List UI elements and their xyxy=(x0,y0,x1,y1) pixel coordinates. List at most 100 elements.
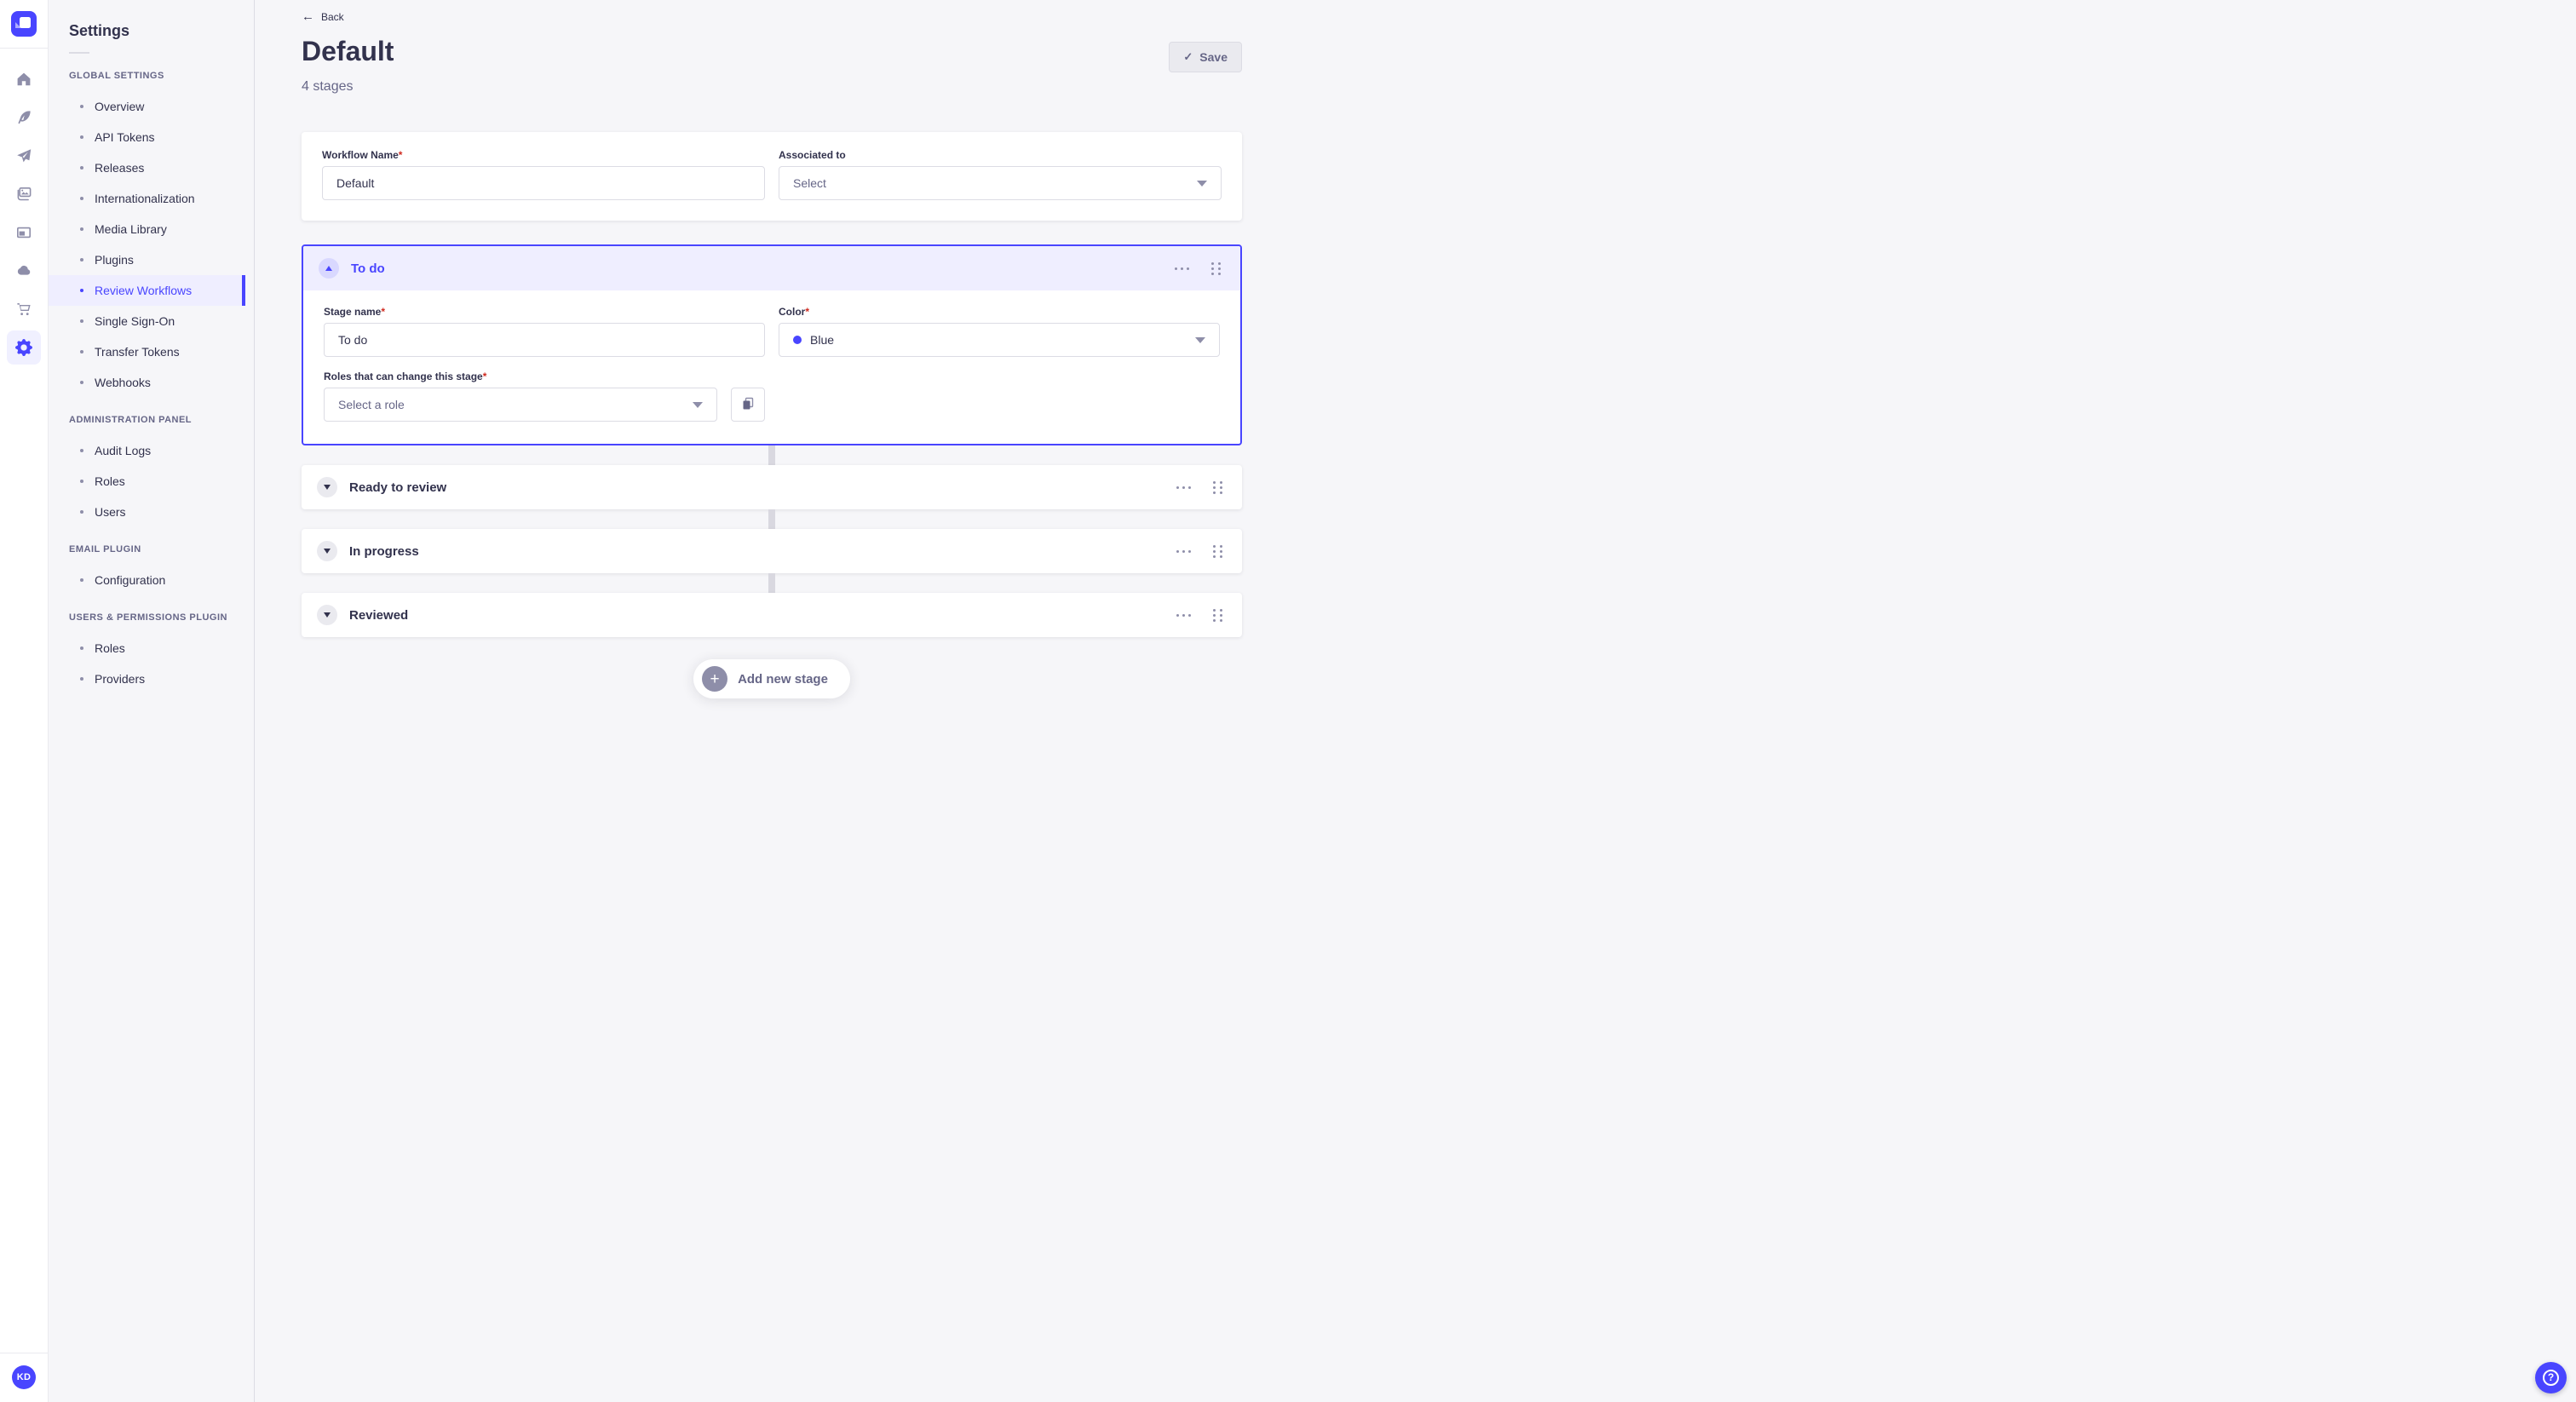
bullet-icon xyxy=(80,449,83,452)
home-nav-button[interactable] xyxy=(7,62,41,96)
sidebar-item-up-providers[interactable]: Providers xyxy=(49,664,245,694)
chevron-down-icon xyxy=(324,549,331,554)
stage-card-to-do: To do Stage name* To do xyxy=(302,244,1242,445)
roles-label: Roles that can change this stage xyxy=(324,371,483,382)
bullet-icon xyxy=(80,105,83,108)
expand-stage-button[interactable] xyxy=(317,605,337,625)
sidebar-item-review-workflows[interactable]: Review Workflows xyxy=(49,275,245,306)
home-icon xyxy=(15,71,32,88)
workflow-name-input[interactable]: Default xyxy=(322,166,765,200)
bullet-icon xyxy=(80,227,83,231)
stage-options-icon[interactable] xyxy=(1173,547,1194,556)
stage-drag-handle[interactable] xyxy=(1208,259,1225,279)
settings-subnav: Settings Global Settings Overview API To… xyxy=(49,0,255,1402)
stage-options-icon[interactable] xyxy=(1173,611,1194,620)
bullet-icon xyxy=(80,381,83,384)
bullet-icon xyxy=(80,135,83,139)
chevron-up-icon xyxy=(325,266,332,271)
associated-to-select[interactable]: Select xyxy=(779,166,1222,200)
stage-options-icon[interactable] xyxy=(1171,264,1193,273)
feather-icon xyxy=(15,109,32,126)
bullet-icon xyxy=(80,510,83,514)
save-button[interactable]: ✓ Save xyxy=(1169,42,1242,72)
marketplace-nav-button[interactable] xyxy=(7,292,41,326)
user-avatar[interactable]: KD xyxy=(12,1365,36,1389)
chevron-down-icon xyxy=(693,401,703,408)
required-asterisk: * xyxy=(805,306,810,318)
stage-connector xyxy=(768,573,775,593)
expand-stage-button[interactable] xyxy=(317,477,337,497)
associated-to-label: Associated to xyxy=(779,149,846,161)
color-select[interactable]: Blue xyxy=(779,323,1220,357)
stage-connector xyxy=(768,509,775,529)
deploy-nav-button[interactable] xyxy=(7,254,41,288)
bullet-icon xyxy=(80,197,83,200)
duplicate-stage-button[interactable] xyxy=(731,388,765,422)
sidebar-item-api-tokens[interactable]: API Tokens xyxy=(49,122,245,152)
subnav-divider xyxy=(69,52,89,54)
roles-select[interactable]: Select a role xyxy=(324,388,717,422)
plus-icon: + xyxy=(702,666,728,692)
sidebar-item-email-configuration[interactable]: Configuration xyxy=(49,565,245,595)
subnav-title: Settings xyxy=(69,22,130,39)
stage-name-label: Stage name xyxy=(324,306,382,318)
section-email-plugin: Email Plugin xyxy=(69,544,141,554)
bullet-icon xyxy=(80,289,83,292)
content-manager-nav-button[interactable] xyxy=(7,215,41,250)
sidebar-item-plugins[interactable]: Plugins xyxy=(49,244,245,275)
add-new-stage-button[interactable]: + Add new stage xyxy=(693,659,850,698)
stage-color-field: Color* Blue xyxy=(779,306,1220,357)
sidebar-item-internationalization[interactable]: Internationalization xyxy=(49,183,245,214)
strapi-logo[interactable] xyxy=(11,11,37,37)
required-asterisk: * xyxy=(482,371,487,382)
main-content: ← Back Default ✓ Save 4 stages Workflow … xyxy=(256,0,1288,701)
question-mark-icon: ? xyxy=(2543,1370,2559,1386)
stage-options-icon[interactable] xyxy=(1173,483,1194,492)
expand-stage-button[interactable] xyxy=(317,541,337,561)
content-type-builder-nav-button[interactable] xyxy=(7,101,41,135)
sidebar-item-up-roles[interactable]: Roles xyxy=(49,633,245,664)
paper-plane-icon xyxy=(15,147,32,164)
stage-body: Stage name* To do Color* xyxy=(303,290,1240,444)
section-global-settings: Global Settings xyxy=(69,71,164,81)
cart-icon xyxy=(15,301,32,318)
sidebar-item-transfer-tokens[interactable]: Transfer Tokens xyxy=(49,336,245,367)
collapse-stage-button[interactable] xyxy=(319,258,339,279)
chevron-down-icon xyxy=(1197,180,1207,187)
sidebar-item-overview[interactable]: Overview xyxy=(49,91,245,122)
stage-name-field: Stage name* To do xyxy=(324,306,765,357)
gear-icon xyxy=(15,339,32,356)
bullet-icon xyxy=(80,319,83,323)
stage-title: Reviewed xyxy=(349,607,409,623)
sidebar-item-media-library[interactable]: Media Library xyxy=(49,214,245,244)
stage-connector xyxy=(768,445,775,465)
sidebar-item-webhooks[interactable]: Webhooks xyxy=(49,367,245,398)
sidebar-item-admin-users[interactable]: Users xyxy=(49,497,245,527)
back-link[interactable]: ← Back xyxy=(302,10,344,23)
stage-card-in-progress[interactable]: In progress xyxy=(302,529,1242,573)
stage-name-input[interactable]: To do xyxy=(324,323,765,357)
sidebar-item-audit-logs[interactable]: Audit Logs xyxy=(49,435,245,466)
layout-icon xyxy=(15,224,32,241)
bullet-icon xyxy=(80,646,83,650)
stage-drag-handle[interactable] xyxy=(1210,606,1227,625)
sidebar-item-releases[interactable]: Releases xyxy=(49,152,245,183)
help-button[interactable]: ? xyxy=(2535,1362,2567,1393)
sidebar-item-admin-roles[interactable]: Roles xyxy=(49,466,245,497)
stage-card-reviewed[interactable]: Reviewed xyxy=(302,593,1242,637)
section-administration-panel: Administration Panel xyxy=(69,415,193,425)
settings-nav-button[interactable] xyxy=(7,330,41,365)
sidebar-item-single-sign-on[interactable]: Single Sign-On xyxy=(49,306,245,336)
stage-title: Ready to review xyxy=(349,480,447,495)
page-title: Default xyxy=(302,36,394,66)
stage-header-to-do[interactable]: To do xyxy=(303,246,1240,290)
duplicate-icon xyxy=(740,396,756,414)
stage-drag-handle[interactable] xyxy=(1210,478,1227,497)
media-library-nav-button[interactable] xyxy=(7,177,41,211)
bullet-icon xyxy=(80,166,83,170)
stage-drag-handle[interactable] xyxy=(1210,542,1227,561)
required-asterisk: * xyxy=(398,149,403,161)
releases-nav-button[interactable] xyxy=(7,139,41,173)
images-icon xyxy=(15,186,32,203)
stage-card-ready-to-review[interactable]: Ready to review xyxy=(302,465,1242,509)
